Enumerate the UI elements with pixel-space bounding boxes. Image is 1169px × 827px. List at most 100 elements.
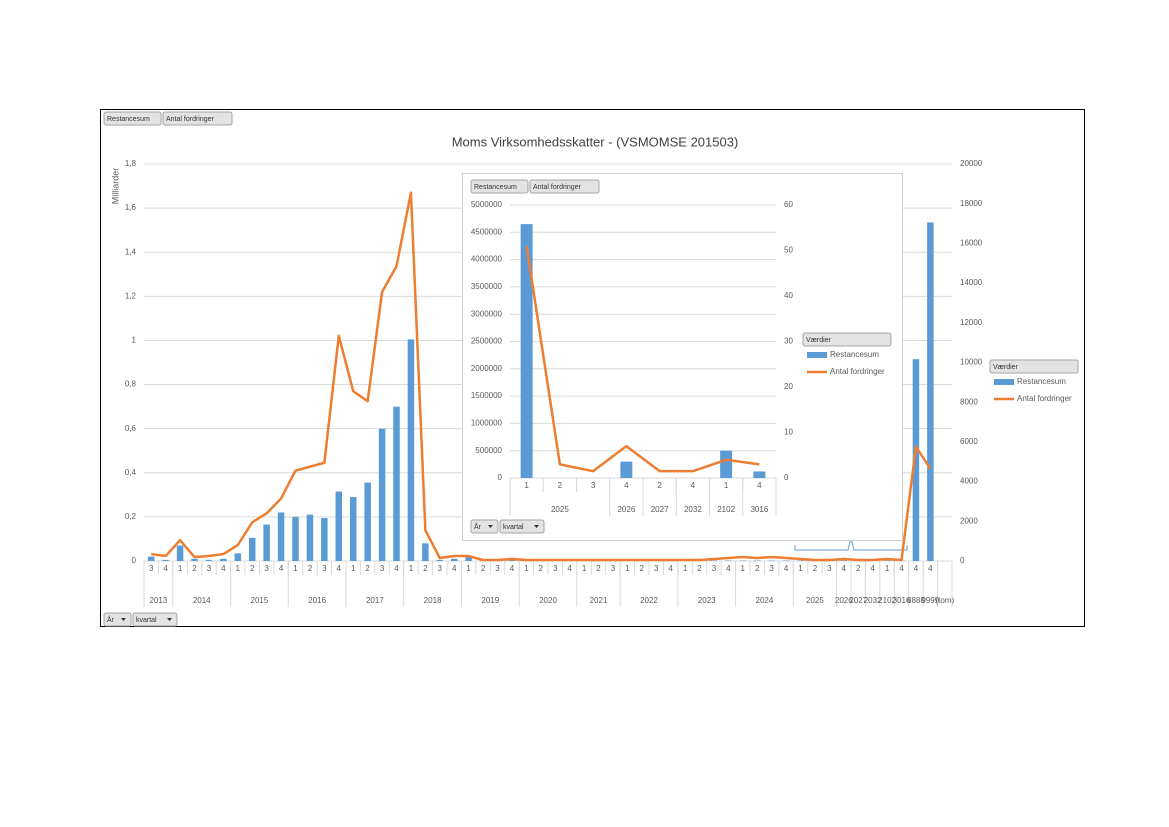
legend-swatch [994,379,1014,385]
bar [436,559,444,561]
x-tick-label: 1 [683,564,688,573]
x-tick-label: 1 [293,564,298,573]
x-tick-label: 2 [423,564,428,573]
dropdown-arrow [534,525,539,528]
bar [162,559,169,561]
x-group-label: 2027 [651,505,669,514]
x-tick-label: 4 [163,564,168,573]
y2-tick-label: 20000 [960,159,983,168]
y2-tick-label: 4000 [960,477,978,486]
x-tick-label: 2 [697,564,702,573]
x-group-label: 2025 [551,505,569,514]
y-tick-label: 4000000 [471,255,503,264]
x-tick-label: 4 [221,564,226,573]
x-tick-label: 4 [899,564,904,573]
x-tick-label: 2 [539,564,544,573]
y2-tick-label: 10000 [960,358,983,367]
x-group-label: 2021 [590,596,608,605]
x-tick-label: 4 [914,564,919,573]
legend-title-button[interactable] [802,332,892,347]
y-tick-label: 0,8 [125,380,137,389]
x-group-label: 9999 [921,596,939,605]
x-tick-label: 3 [553,564,558,573]
line [525,245,760,473]
bar [364,482,371,561]
inset-chart-frame [462,173,903,541]
field-button-label: Restancesum [474,184,517,191]
x-tick-label: 3 [827,564,832,573]
bar [263,524,270,561]
field-button[interactable] [103,111,162,126]
y2-tick-label: 40 [784,291,793,300]
bar [205,559,213,561]
y2-tick-label: 50 [784,246,793,255]
y2-tick-label: 12000 [960,318,983,327]
x-tick-label: 4 [691,481,696,490]
x-tick-label: 3 [495,564,500,573]
field-button[interactable] [470,519,499,534]
x-tick-label: 3 [322,564,327,573]
y-tick-label: 1,6 [125,203,137,212]
x-tick-label: 4 [870,564,875,573]
x-tick-label: 4 [337,564,342,573]
x-tick-label: 1 [236,564,241,573]
y-tick-label: 1,8 [125,159,137,168]
y-tick-label: 5000000 [471,200,503,209]
field-button[interactable] [529,179,600,194]
y2-tick-label: 14000 [960,278,983,287]
x-tick-label: 2 [856,564,861,573]
x-tick-label: 4 [394,564,399,573]
x-tick-label: 3 [149,564,154,573]
bar [620,461,633,478]
y2-tick-label: 6000 [960,437,978,446]
field-button-label: kvartal [136,617,157,624]
y-tick-label: 0,2 [125,512,137,521]
x-tick-label: 1 [582,564,587,573]
x-tick-label: 3 [712,564,717,573]
legend-title-button[interactable] [989,359,1079,374]
y-tick-label: 0,4 [125,468,137,477]
x-tick-label: 3 [611,564,616,573]
y2-tick-label: 0 [960,556,965,565]
x-group-label: 2032 [684,505,702,514]
field-button[interactable] [499,519,545,534]
field-button[interactable] [162,111,233,126]
legend-title: Værdier [806,337,832,344]
legend-swatch [807,352,827,358]
x-group-label: 2018 [424,596,442,605]
y-tick-label: 3000000 [471,309,503,318]
bar [927,222,934,562]
y2-tick-label: 2000 [960,516,978,525]
x-group-label: 2026 [617,505,635,514]
x-tick-label: 2 [481,564,486,573]
x-tick-label: 4 [510,564,515,573]
x-tick-label: 4 [726,564,731,573]
x-tick-label: 4 [784,564,789,573]
y2-tick-label: 30 [784,337,793,346]
x-tick-label: 1 [524,481,529,490]
y2-tick-label: 0 [784,473,789,482]
x-tick-label: 4 [668,564,673,573]
x-tick-label: 4 [452,564,457,573]
field-button[interactable] [103,612,132,627]
bar [912,359,920,561]
bar [306,514,314,561]
x-tick-label: 2 [308,564,313,573]
y2-tick-label: 16000 [960,239,983,248]
field-button-label: kvartal [503,524,524,531]
x-tick-label: 1 [625,564,630,573]
x-group-label: 2025 [806,596,824,605]
field-button-label: År [474,522,482,531]
field-button[interactable] [470,179,529,194]
field-button-label: Antal fordringer [166,116,215,123]
x-tick-label: 2 [365,564,370,573]
bar [520,224,533,478]
bar [335,491,343,561]
field-button-label: År [107,615,115,624]
x-group-label: (tom) [935,596,954,605]
field-button[interactable] [132,612,178,627]
x-group-label: 2102 [878,596,896,605]
x-tick-label: 3 [207,564,212,573]
bar [450,558,458,561]
